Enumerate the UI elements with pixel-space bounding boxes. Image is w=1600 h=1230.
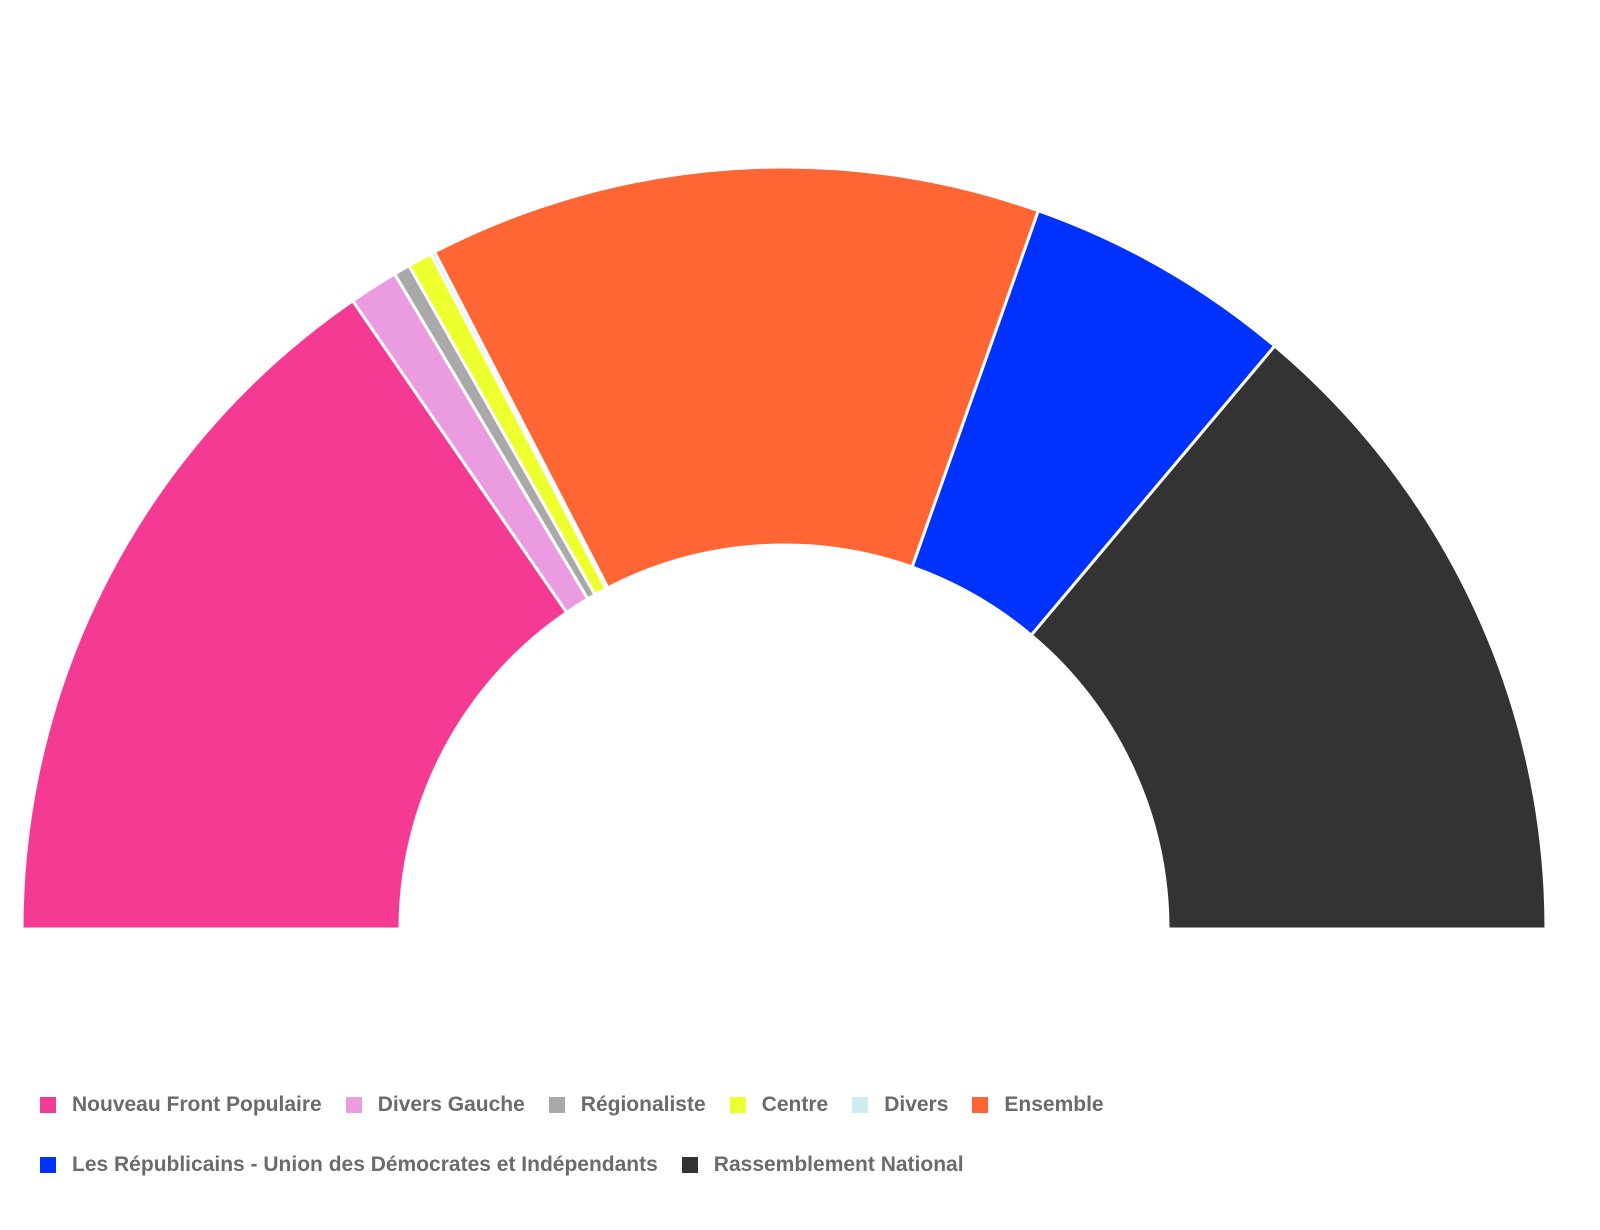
legend-item-ensemble[interactable]: Ensemble	[972, 1092, 1104, 1118]
legend-item-regionaliste[interactable]: Régionaliste	[548, 1092, 706, 1118]
slice-rassemblement-national[interactable]	[1029, 344, 1548, 931]
parliament-chart	[20, 165, 1548, 931]
legend-label: Rassemblement National	[713, 1153, 964, 1176]
legend-swatch	[345, 1097, 362, 1113]
legend-label: Ensemble	[1004, 1093, 1104, 1116]
legend-item-rassemblement-national[interactable]: Rassemblement National	[681, 1152, 964, 1178]
legend-swatch	[40, 1157, 56, 1173]
legend-item-centre[interactable]: Centre	[729, 1092, 829, 1118]
legend-label: Nouveau Front Populaire	[72, 1093, 322, 1116]
legend-item-nouveau-front-populaire[interactable]: Nouveau Front Populaire	[40, 1092, 322, 1118]
slice-ensemble[interactable]	[433, 165, 1040, 590]
legend-label: Divers	[884, 1093, 949, 1116]
legend-label: Régionaliste	[580, 1093, 706, 1116]
legend-swatch	[852, 1097, 869, 1113]
slices-group	[20, 165, 1548, 931]
chart-svg	[20, 165, 1548, 931]
legend-swatch	[972, 1097, 989, 1113]
legend-swatch	[681, 1157, 698, 1173]
legend-label: Les Républicains - Union des Démocrates …	[72, 1153, 658, 1176]
legend-swatch	[548, 1097, 565, 1113]
legend-swatch	[40, 1097, 56, 1113]
legend-swatch	[729, 1097, 746, 1113]
legend-item-divers[interactable]: Divers	[852, 1092, 948, 1118]
legend-item-les-republicains-union-des-democrates-et-independants[interactable]: Les Républicains - Union des Démocrates …	[40, 1152, 658, 1178]
legend-label: Centre	[761, 1093, 829, 1116]
legend-item-divers-gauche[interactable]: Divers Gauche	[345, 1092, 525, 1118]
legend: Nouveau Front Populaire Divers Gauche Régi…	[40, 1092, 1560, 1178]
legend-label: Divers Gauche	[377, 1093, 525, 1116]
slice-nouveau-front-populaire[interactable]	[20, 299, 569, 931]
